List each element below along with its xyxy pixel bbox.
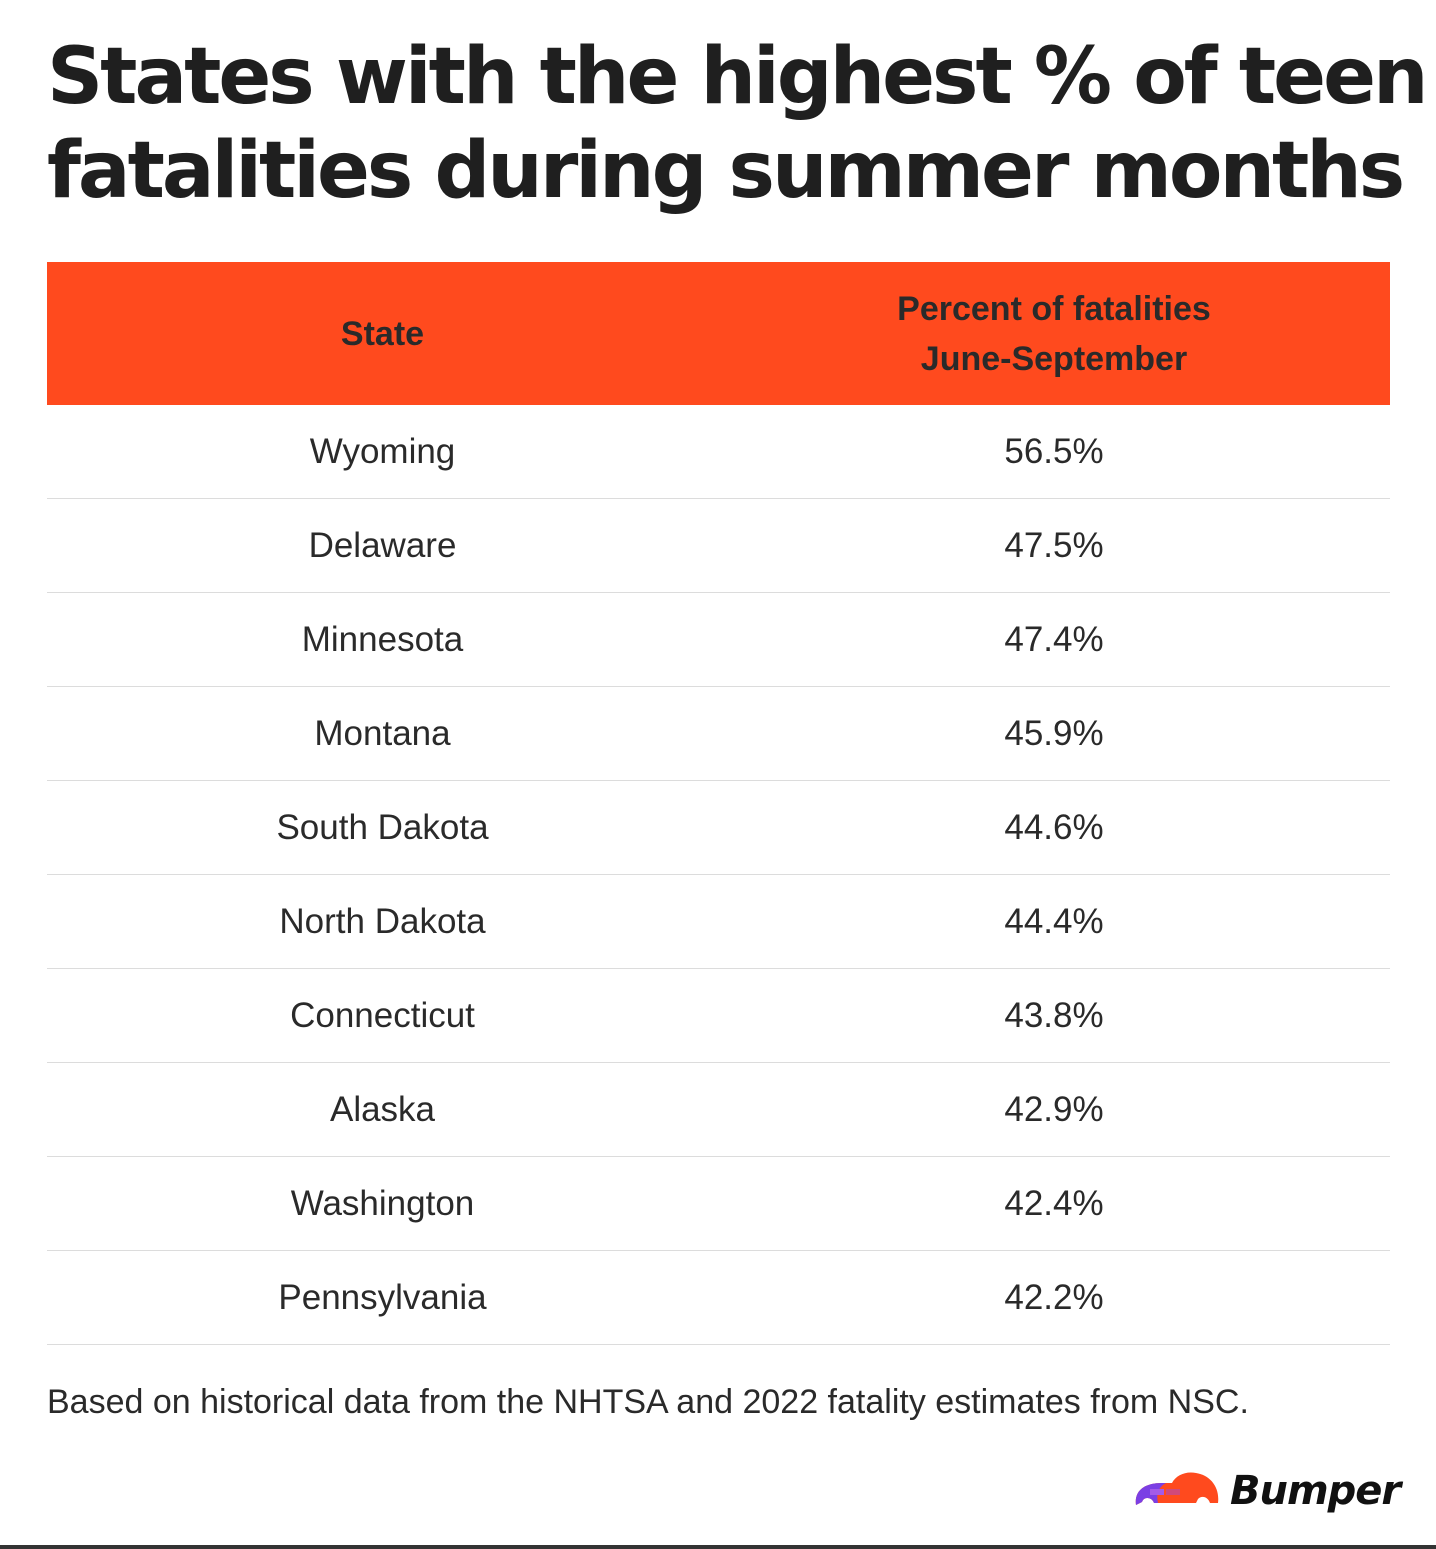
table-row: Wyoming 56.5% bbox=[47, 405, 1390, 499]
table-body: Wyoming 56.5% Delaware 47.5% Minnesota 47.4% M… bbox=[47, 405, 1390, 1345]
footnote: Based on historical data from the NHTSA … bbox=[47, 1383, 1249, 1421]
state-cell: Delaware bbox=[308, 525, 457, 565]
percent-cell: 42.2% bbox=[1004, 1277, 1104, 1317]
table-row: Delaware 47.5% bbox=[47, 499, 1390, 593]
table-row: Minnesota 47.4% bbox=[47, 593, 1390, 687]
state-cell: North Dakota bbox=[279, 901, 486, 941]
table-row: Alaska 42.9% bbox=[47, 1063, 1390, 1157]
state-cell: Pennsylvania bbox=[278, 1277, 487, 1317]
percent-cell: 43.8% bbox=[1004, 995, 1104, 1035]
state-cell: Washington bbox=[290, 1183, 475, 1223]
table-row: North Dakota 44.4% bbox=[47, 875, 1390, 969]
percent-cell: 44.4% bbox=[1004, 901, 1104, 941]
state-cell: Alaska bbox=[329, 1089, 436, 1129]
bumper-logo: Bumper bbox=[1132, 1468, 1401, 1514]
table-header: State Percent of fatalities June-Septemb… bbox=[47, 262, 1390, 405]
header-percent: Percent of fatalities June-September bbox=[718, 284, 1390, 384]
table-row: South Dakota 44.6% bbox=[47, 781, 1390, 875]
table-row: Montana 45.9% bbox=[47, 687, 1390, 781]
header-percent-line1: Percent of fatalities bbox=[897, 289, 1211, 328]
percent-cell: 42.9% bbox=[1004, 1089, 1104, 1129]
bottom-border bbox=[0, 1545, 1436, 1549]
state-cell: Wyoming bbox=[309, 431, 456, 471]
header-state: State bbox=[340, 314, 425, 353]
logo-text: Bumper bbox=[1230, 1468, 1401, 1514]
data-table: State Percent of fatalities June-Septemb… bbox=[47, 262, 1390, 1345]
table-row: Washington 42.4% bbox=[47, 1157, 1390, 1251]
state-cell: South Dakota bbox=[276, 807, 489, 847]
percent-cell: 47.4% bbox=[1004, 619, 1104, 659]
state-cell: Montana bbox=[314, 713, 451, 753]
page-title: States with the highest % of teen fatali… bbox=[47, 32, 1429, 216]
percent-cell: 44.6% bbox=[1004, 807, 1104, 847]
percent-cell: 56.5% bbox=[1004, 431, 1104, 471]
header-percent-line2: June-September bbox=[920, 339, 1188, 378]
percent-cell: 45.9% bbox=[1004, 713, 1104, 753]
car-icon bbox=[1135, 1472, 1219, 1505]
state-cell: Connecticut bbox=[290, 995, 475, 1035]
state-cell: Minnesota bbox=[301, 619, 464, 659]
table-row: Connecticut 43.8% bbox=[47, 969, 1390, 1063]
table-row: Pennsylvania 42.2% bbox=[47, 1251, 1390, 1345]
percent-cell: 42.4% bbox=[1004, 1183, 1104, 1223]
percent-cell: 47.5% bbox=[1004, 525, 1104, 565]
